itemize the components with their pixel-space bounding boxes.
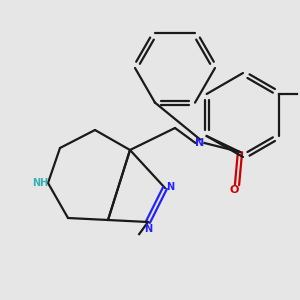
Text: N: N bbox=[195, 138, 205, 148]
Text: N: N bbox=[144, 224, 152, 234]
Text: N: N bbox=[166, 182, 175, 191]
Text: NH: NH bbox=[32, 178, 49, 188]
Text: O: O bbox=[229, 185, 239, 195]
